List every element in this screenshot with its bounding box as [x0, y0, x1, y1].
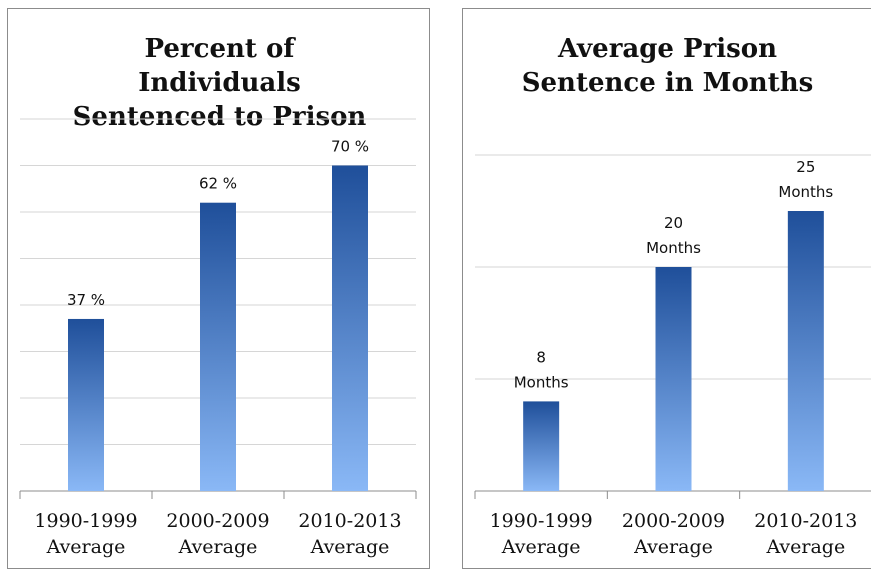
chart-average-sentence-svg: Average Prison Sentence in Months 8 Months 1…: [474, 34, 871, 558]
x-tick-label: Average: [765, 536, 845, 558]
x-tick-label: 2000-2009: [166, 510, 269, 532]
x-tick-label: 2010-2013: [754, 510, 857, 532]
chart-percent-sentenced: Percent of Individuals Sentenced to Prison…: [7, 8, 430, 569]
x-tick-label: Average: [178, 536, 258, 558]
x-tick-label: 1990-1999: [490, 510, 593, 532]
bar-3: [332, 165, 368, 491]
data-label: 37 %: [67, 291, 105, 309]
bar-3: [787, 211, 824, 491]
bar-1: [68, 318, 104, 491]
bar-1: [523, 401, 560, 491]
chart-percent-sentenced-svg: Percent of Individuals Sentenced to Prison…: [19, 34, 417, 558]
chart-title-line: Individuals: [138, 68, 301, 98]
data-label: 25: [796, 158, 815, 176]
bar-2: [200, 202, 236, 491]
chart-average-sentence: Average Prison Sentence in Months 8 Months 1…: [462, 8, 871, 569]
data-label: 70 %: [331, 138, 369, 156]
x-tick-label: Average: [501, 536, 581, 558]
chart-title-line: Percent of: [145, 34, 297, 64]
chart-title-line: Average Prison: [557, 34, 777, 64]
x-tick-label: Average: [310, 536, 390, 558]
data-label: Months: [646, 239, 701, 257]
bar-2: [655, 267, 692, 491]
chart-title-line: Sentence in Months: [522, 68, 814, 98]
data-label: 8: [536, 348, 546, 366]
chart-title-line: Sentenced to Prison: [73, 102, 367, 132]
data-label: 20: [664, 214, 683, 232]
x-tick-label: 1990-1999: [34, 510, 137, 532]
x-tick-label: Average: [633, 536, 713, 558]
data-label: 62 %: [199, 175, 237, 193]
data-label: Months: [778, 183, 833, 201]
data-label: Months: [514, 373, 569, 391]
x-tick-label: Average: [46, 536, 126, 558]
x-tick-label: 2010-2013: [298, 510, 401, 532]
x-tick-label: 2000-2009: [622, 510, 725, 532]
